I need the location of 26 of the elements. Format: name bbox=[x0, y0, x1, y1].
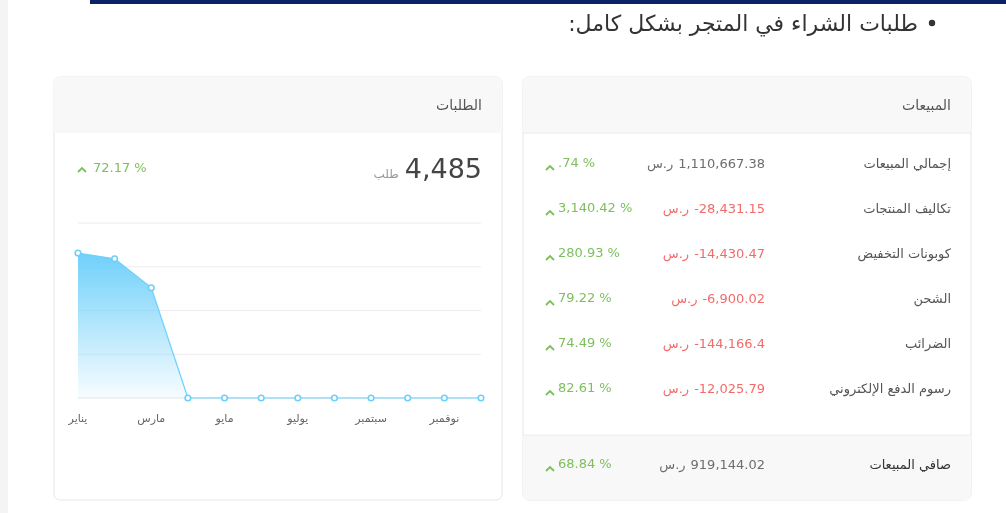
text: الضرائب bbox=[904, 336, 951, 352]
x-tick-label: مارس bbox=[137, 412, 166, 425]
text: طلبات الشراء في المتجر بشكل كامل: bbox=[568, 11, 918, 37]
chart-title: الطلبات bbox=[436, 97, 482, 113]
text: إجمالي المبيعات bbox=[863, 156, 951, 171]
text: 72.17 % bbox=[93, 160, 147, 175]
text: 68.84 % bbox=[558, 456, 612, 471]
text: 3,140.42 % bbox=[558, 200, 633, 215]
text: 280.93 % bbox=[558, 245, 620, 260]
text: رسوم الدفع الإلكتروني bbox=[829, 381, 951, 397]
text: .74 % bbox=[558, 155, 596, 170]
text: 79.22 % bbox=[558, 290, 612, 305]
text: طلب bbox=[373, 167, 399, 181]
x-tick-label: سبتمبر bbox=[354, 412, 387, 425]
text: 82.61 % bbox=[558, 380, 612, 395]
text: كوبونات التخفيض bbox=[857, 246, 952, 262]
x-tick-label: مايو bbox=[214, 412, 234, 425]
text: صافي المبيعات bbox=[869, 457, 951, 472]
text: 74.49 % bbox=[558, 335, 612, 350]
text: الشحن bbox=[913, 291, 951, 307]
text: المبيعات bbox=[902, 97, 951, 113]
x-tick-label: يناير bbox=[67, 412, 88, 425]
x-tick-label: نوفمبر bbox=[428, 412, 460, 425]
text: تكاليف المنتجات bbox=[863, 201, 952, 216]
text: 4,485 bbox=[404, 153, 482, 184]
x-tick-label: يوليو bbox=[286, 412, 309, 425]
